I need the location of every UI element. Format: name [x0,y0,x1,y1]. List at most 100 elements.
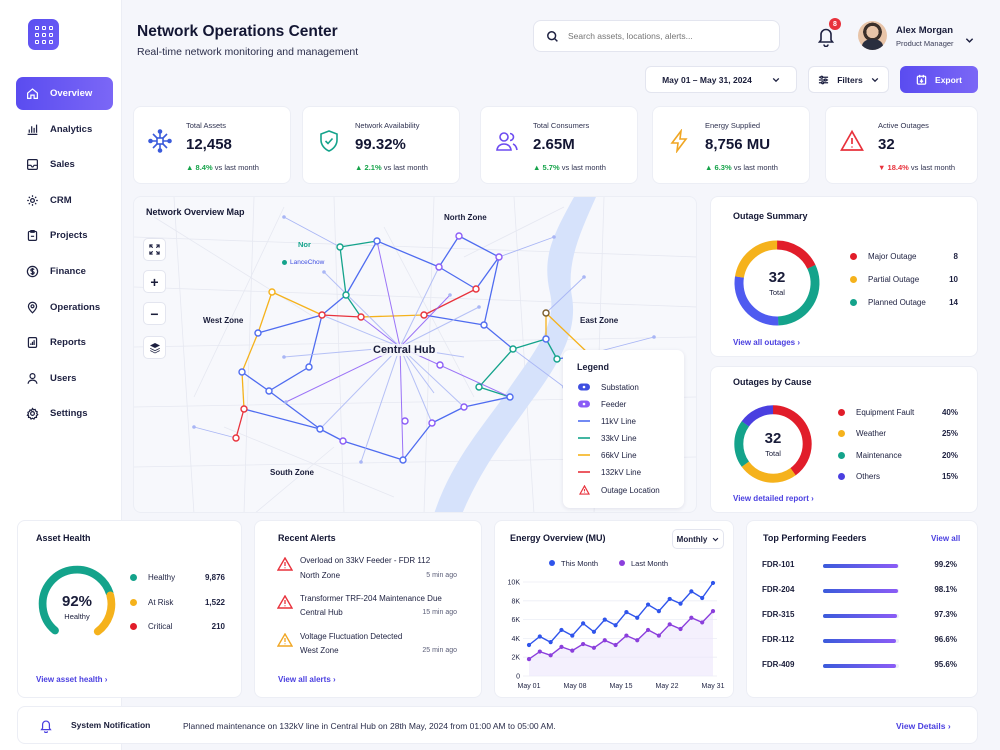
network-node[interactable] [254,329,262,337]
network-node[interactable] [542,309,550,317]
view-all-feeders-link[interactable]: View all [931,534,961,543]
data-point[interactable] [624,609,629,615]
kpi-card-active-outages[interactable]: Active Outages 32 ▼ 18.4% vs last month [825,106,978,184]
network-map-canvas[interactable] [134,197,697,513]
feeder-row[interactable]: FDR-112 96.6% [762,635,957,647]
network-node[interactable] [509,345,517,353]
network-node[interactable] [240,405,248,413]
network-node[interactable] [373,237,381,245]
sidebar-item-finance[interactable]: Finance [16,255,113,288]
network-node[interactable] [420,311,428,319]
network-node[interactable] [232,434,240,442]
sidebar-item-sales[interactable]: Sales [16,148,113,181]
view-all-outages-link[interactable]: View all outages › [733,338,800,347]
data-point[interactable] [700,595,705,601]
network-node[interactable] [428,419,436,427]
feeder-row[interactable]: FDR-204 98.1% [762,585,957,597]
data-point[interactable] [689,615,694,620]
data-point[interactable] [624,633,629,638]
network-node[interactable] [268,288,276,296]
view-details-link[interactable]: View Details › [896,721,951,731]
data-point[interactable] [656,633,661,638]
data-point[interactable] [678,626,683,632]
data-point[interactable] [591,629,597,634]
network-node[interactable] [435,263,443,271]
avatar[interactable] [858,21,887,50]
network-node[interactable] [342,291,350,299]
sidebar-item-settings[interactable]: Settings [16,397,113,430]
network-node[interactable] [553,355,561,363]
sidebar-item-reports[interactable]: Reports [16,326,113,359]
network-node[interactable] [460,403,468,411]
export-button[interactable]: Export [900,66,978,93]
data-point[interactable] [689,589,694,594]
data-point[interactable] [710,580,716,586]
data-point[interactable] [613,642,618,648]
feeder-row[interactable]: FDR-315 97.3% [762,610,957,622]
data-point[interactable] [645,602,651,607]
sidebar-item-users[interactable]: Users [16,362,113,395]
zoom-out-button[interactable]: − [143,302,166,325]
kpi-card-total-consumers[interactable]: Total Consumers 2.65M ▲ 5.7% vs last mon… [480,106,638,184]
network-node[interactable] [318,311,326,319]
view-all-alerts-link[interactable]: View all alerts › [278,675,336,684]
network-node[interactable] [455,232,463,240]
data-point[interactable] [570,633,575,638]
data-point[interactable] [602,617,607,622]
data-point[interactable] [548,653,553,658]
layers-button[interactable] [143,336,166,359]
network-node[interactable] [399,456,407,464]
data-point[interactable] [591,645,597,650]
data-point[interactable] [667,596,672,602]
sidebar-item-analytics[interactable]: Analytics [16,113,113,146]
network-node[interactable] [305,363,313,371]
data-point[interactable] [710,609,716,614]
network-node[interactable] [480,321,488,329]
chevron-down-icon[interactable] [965,37,974,44]
network-node[interactable] [316,425,324,433]
search-bar[interactable] [533,20,780,52]
date-range-picker[interactable]: May 01 – May 31, 2024 [645,66,797,93]
feeder-row[interactable]: FDR-101 99.2% [762,560,957,572]
fullscreen-button[interactable] [143,238,166,261]
data-point[interactable] [667,622,672,627]
data-point[interactable] [537,649,542,654]
sidebar-item-crm[interactable]: CRM [16,184,113,217]
network-node[interactable] [238,368,246,376]
network-node[interactable] [495,253,503,261]
bell-icon[interactable] [816,25,836,47]
data-point[interactable] [526,656,532,662]
sidebar-item-projects[interactable]: Projects [16,219,113,252]
data-point[interactable] [559,627,564,633]
data-point[interactable] [645,627,651,633]
sidebar-item-overview[interactable]: Overview [16,77,113,110]
network-node[interactable] [542,335,550,343]
filters-button[interactable]: Filters [808,66,889,93]
network-node[interactable] [436,361,444,369]
data-point[interactable] [581,621,586,626]
data-point[interactable] [635,615,640,620]
sidebar-item-operations[interactable]: Operations [16,291,113,324]
data-point[interactable] [635,638,640,643]
data-point[interactable] [602,638,607,643]
zoom-in-button[interactable]: + [143,270,166,293]
search-input[interactable] [568,31,758,41]
feeder-row[interactable]: FDR-409 95.6% [762,660,957,672]
data-point[interactable] [548,640,553,645]
network-node[interactable] [475,383,483,391]
kpi-card-network-availability[interactable]: Network Availability 99.32% ▲ 2.1% vs la… [302,106,460,184]
view-asset-health-link[interactable]: View asset health › [36,675,108,684]
network-node[interactable] [401,417,409,425]
data-point[interactable] [570,648,575,653]
kpi-card-energy-supplied[interactable]: Energy Supplied 8,756 MU ▲ 6.3% vs last … [652,106,810,184]
data-point[interactable] [581,641,586,647]
data-point[interactable] [537,634,542,639]
period-select[interactable]: Monthly [672,529,724,549]
kpi-card-total-assets[interactable]: Total Assets 12,458 ▲ 8.4% vs last month [133,106,291,184]
network-node[interactable] [336,243,344,251]
data-point[interactable] [678,601,683,606]
map-location-marker[interactable]: LanceChow [282,259,324,266]
app-logo-grid-icon[interactable] [28,19,59,50]
data-point[interactable] [559,644,564,649]
network-node[interactable] [472,285,480,293]
